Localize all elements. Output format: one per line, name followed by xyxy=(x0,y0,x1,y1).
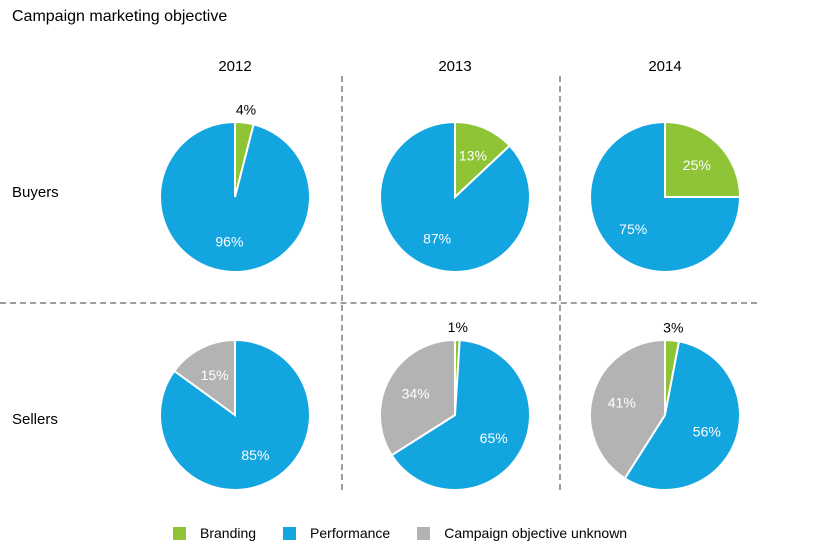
pie-slice-unknown xyxy=(589,338,666,480)
unknown-swatch-icon xyxy=(417,526,431,540)
pie-slice-performance xyxy=(159,120,311,273)
pie-slice-branding xyxy=(454,120,512,200)
pie-slice-performance xyxy=(390,339,531,491)
legend-item-performance: Performance xyxy=(283,525,390,541)
pie-value-label: 4% xyxy=(236,102,256,118)
pie-buyers-2013: 13% 87% xyxy=(360,102,550,292)
pie-sellers-2013: 1% 65% 34% xyxy=(360,320,550,510)
chart-title: Campaign marketing objective xyxy=(12,8,228,25)
legend-label-performance: Performance xyxy=(310,525,391,541)
row-label-buyers: Buyers xyxy=(12,184,59,201)
performance-swatch-icon xyxy=(283,526,297,540)
branding-swatch-icon xyxy=(173,526,186,540)
column-header-2014: 2014 xyxy=(648,58,682,75)
column-header-2013: 2013 xyxy=(438,58,472,75)
pie-value-label: 34% xyxy=(402,385,430,401)
pie-buyers-2014: 25% 75% xyxy=(570,102,760,292)
pie-value-label: 85% xyxy=(241,447,269,463)
pie-slice-branding xyxy=(664,120,742,198)
pie-value-label: 3% xyxy=(663,320,683,335)
pie-sellers-2014: 3% 56% 41% xyxy=(570,320,760,510)
pie-value-label: 65% xyxy=(480,430,508,446)
row-label-sellers: Sellers xyxy=(12,411,58,428)
legend-item-branding: Branding xyxy=(173,525,256,541)
legend-item-unknown: Campaign objective unknown xyxy=(417,525,627,541)
pie-value-label: 15% xyxy=(201,367,229,383)
horizontal-divider xyxy=(0,302,757,304)
pie-slice-performance xyxy=(623,340,741,492)
legend: Branding Performance Campaign objective … xyxy=(173,525,627,541)
legend-label-unknown: Campaign objective unknown xyxy=(444,525,628,541)
vertical-divider-1 xyxy=(341,76,343,490)
pie-value-label: 87% xyxy=(423,230,451,246)
pie-slice-performance xyxy=(589,120,742,273)
pie-value-label: 75% xyxy=(619,221,647,237)
vertical-divider-2 xyxy=(559,76,561,490)
pie-value-label: 96% xyxy=(215,234,243,250)
legend-label-branding: Branding xyxy=(200,525,257,541)
pie-slice-performance xyxy=(379,120,531,273)
column-header-2012: 2012 xyxy=(218,58,252,75)
pie-slice-unknown xyxy=(379,338,456,457)
pie-buyers-2012: 4% 96% xyxy=(140,102,330,292)
pie-value-label: 1% xyxy=(448,320,468,335)
pie-sellers-2012: 85% 15% xyxy=(140,320,330,510)
pie-value-label: 25% xyxy=(683,157,711,173)
pie-slice-unknown xyxy=(172,338,236,417)
pie-value-label: 56% xyxy=(693,424,721,440)
pie-value-label: 13% xyxy=(459,148,487,164)
pie-value-label: 41% xyxy=(608,394,636,410)
